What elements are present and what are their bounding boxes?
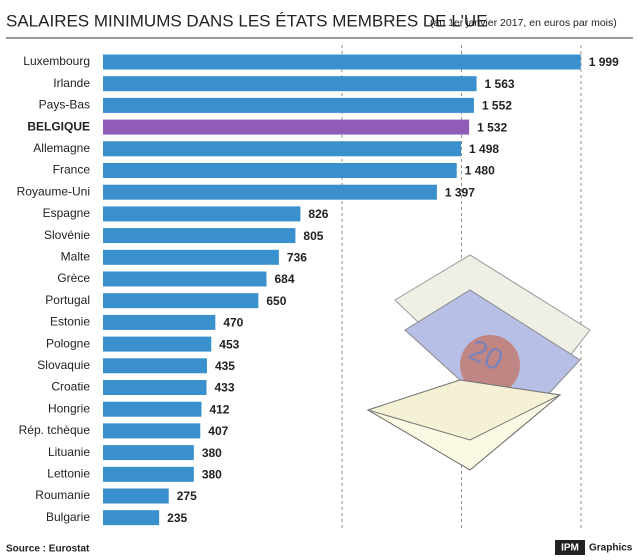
credit: Graphics xyxy=(589,543,633,554)
bar xyxy=(103,228,296,244)
value-label: 736 xyxy=(287,250,307,264)
bar xyxy=(103,206,301,222)
value-label: 1 532 xyxy=(477,120,507,134)
bar xyxy=(103,445,194,461)
value-label: 433 xyxy=(214,381,234,395)
category-label: Portugal xyxy=(45,293,90,307)
bar xyxy=(103,380,207,395)
bar xyxy=(103,401,202,417)
value-label: 1 480 xyxy=(465,164,495,178)
bar xyxy=(103,97,474,113)
value-label: 380 xyxy=(202,446,222,460)
category-label: Irlande xyxy=(53,76,90,90)
bar xyxy=(103,271,267,287)
bars: Luxembourg 1 999 Irlande 1 563 Pays-Bas 1 552… xyxy=(17,54,619,526)
value-label: 407 xyxy=(208,424,228,438)
bar xyxy=(103,249,279,265)
category-label: BELGIQUE xyxy=(27,119,90,133)
value-label: 805 xyxy=(303,229,323,243)
category-label: Allemagne xyxy=(33,141,90,155)
value-label: 453 xyxy=(219,337,239,351)
source: Source : Eurostat xyxy=(6,544,90,555)
category-label: France xyxy=(53,163,91,177)
category-label: Slovénie xyxy=(44,228,90,242)
category-label: Hongrie xyxy=(48,401,90,415)
bar xyxy=(103,119,470,135)
value-label: 435 xyxy=(215,359,235,373)
bar xyxy=(103,163,457,178)
bar xyxy=(103,314,216,330)
category-label: Lituanie xyxy=(48,445,90,459)
value-label: 684 xyxy=(274,272,294,286)
bar xyxy=(103,466,194,482)
value-label: 650 xyxy=(266,294,286,308)
value-label: 235 xyxy=(167,511,187,525)
bar xyxy=(103,76,477,92)
category-label: Grèce xyxy=(57,271,90,285)
bar xyxy=(103,54,581,70)
category-label: Roumanie xyxy=(35,488,90,502)
category-label: Rép. tchèque xyxy=(19,423,91,437)
value-label: 1 397 xyxy=(445,185,475,199)
bar xyxy=(103,488,169,504)
value-label: 380 xyxy=(202,467,222,481)
value-label: 1 498 xyxy=(469,142,499,156)
logo: IPM xyxy=(561,543,579,554)
value-label: 275 xyxy=(177,489,197,503)
bar xyxy=(103,336,212,352)
value-label: 470 xyxy=(223,316,243,330)
category-label: Estonie xyxy=(50,315,90,329)
value-label: 1 552 xyxy=(482,99,512,113)
bar xyxy=(103,423,201,439)
category-label: Slovaquie xyxy=(37,358,90,372)
chart-subtitle: (au 1er janvier 2017, en euros par mois) xyxy=(430,17,617,29)
category-label: Malte xyxy=(61,249,91,263)
value-label: 412 xyxy=(209,402,229,416)
bar xyxy=(103,358,207,374)
value-label: 826 xyxy=(308,207,328,221)
envelope-illustration: 20 xyxy=(366,254,591,471)
value-label: 1 999 xyxy=(589,55,619,69)
category-label: Royaume-Uni xyxy=(17,184,90,198)
category-label: Pays-Bas xyxy=(39,98,90,112)
value-label: 1 563 xyxy=(485,77,515,91)
bar xyxy=(103,141,462,157)
category-label: Lettonie xyxy=(47,466,90,480)
bar xyxy=(103,293,259,309)
bar xyxy=(103,184,437,200)
logo-box xyxy=(555,540,585,555)
category-label: Bulgarie xyxy=(46,510,90,524)
category-label: Croatie xyxy=(51,380,90,394)
chart-title: SALAIRES MINIMUMS DANS LES ÉTATS MEMBRES… xyxy=(6,11,488,30)
bar xyxy=(103,510,160,526)
category-label: Pologne xyxy=(46,336,90,350)
category-label: Espagne xyxy=(43,206,91,220)
category-label: Luxembourg xyxy=(23,54,90,68)
